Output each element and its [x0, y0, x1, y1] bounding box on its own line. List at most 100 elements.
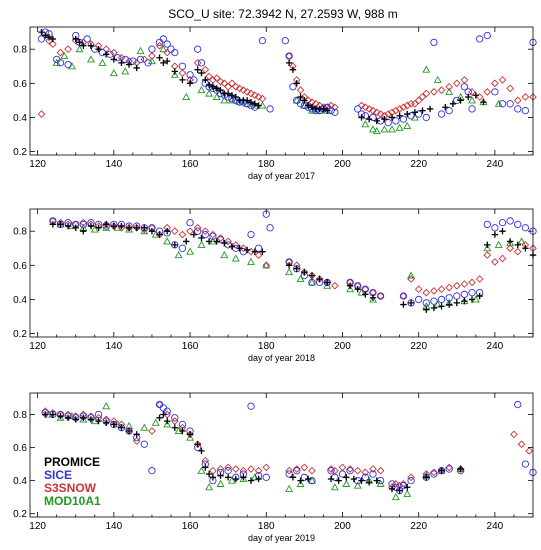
data-point-mod10a1	[220, 96, 229, 104]
data-point-sice	[186, 71, 194, 79]
data-point-sice	[148, 45, 156, 53]
series-mod10a1	[52, 45, 503, 135]
x-tick-label: 120	[29, 341, 46, 352]
x-tick-label: 120	[29, 159, 46, 170]
data-point-mod10a1	[220, 250, 229, 259]
data-point-sice	[289, 83, 297, 91]
data-point-promice	[244, 97, 251, 104]
data-point-promice	[461, 297, 468, 305]
data-point-promice	[259, 248, 266, 255]
data-point-promice	[228, 243, 236, 250]
data-point-promice	[285, 59, 293, 67]
data-point-s3snow	[331, 281, 339, 290]
data-point-promice	[49, 35, 57, 43]
series-sice	[37, 28, 537, 127]
data-point-promice	[346, 282, 354, 289]
legend-entry-sice: SICE	[44, 468, 72, 482]
data-point-s3snow	[331, 103, 339, 112]
y-tick-label: 0.4	[13, 113, 27, 124]
data-point-promice	[198, 69, 205, 77]
data-point-s3snow	[56, 48, 65, 57]
data-point-sice	[369, 470, 377, 478]
data-point-mod10a1	[422, 65, 431, 73]
data-point-promice	[404, 110, 411, 118]
data-point-mod10a1	[506, 239, 515, 247]
data-point-promice	[213, 238, 220, 245]
panel-2: 120 140 160 180 200 220 240 0.2 0.4 0.6 0.8 day of …	[13, 208, 537, 363]
data-point-promice	[358, 477, 365, 484]
data-point-sice	[171, 414, 179, 422]
data-point-sice	[258, 37, 267, 45]
data-point-promice	[468, 296, 476, 303]
data-point-promice	[209, 83, 217, 90]
data-point-promice	[472, 92, 480, 99]
data-point-promice	[76, 39, 83, 46]
data-point-promice	[465, 93, 472, 101]
data-point-promice	[205, 238, 213, 245]
data-point-mod10a1	[102, 223, 111, 231]
x-tick-label: 180	[258, 521, 275, 532]
data-point-promice	[335, 477, 342, 484]
data-point-sice	[476, 35, 484, 43]
data-point-s3snow	[220, 79, 229, 88]
data-point-promice	[301, 268, 308, 276]
data-point-s3snow	[506, 84, 514, 93]
data-point-s3snow	[452, 281, 461, 290]
data-point-sice	[194, 45, 202, 53]
data-point-sice	[247, 402, 255, 410]
data-point-s3snow	[513, 96, 522, 105]
data-point-mod10a1	[330, 483, 339, 491]
data-point-mod10a1	[342, 479, 351, 487]
data-point-promice	[491, 231, 499, 238]
data-point-sice	[491, 224, 499, 232]
data-point-promice	[125, 427, 133, 435]
data-point-promice	[95, 224, 102, 231]
y-tick-label: 0.8	[13, 410, 27, 421]
data-point-promice	[362, 291, 369, 298]
data-point-s3snow	[148, 427, 156, 435]
data-point-promice	[64, 222, 72, 230]
data-point-sice	[392, 117, 400, 125]
data-point-sice	[178, 420, 187, 429]
data-point-s3snow	[235, 84, 244, 93]
data-point-sice	[498, 100, 507, 108]
data-point-s3snow	[498, 254, 507, 263]
data-point-sice	[376, 292, 385, 300]
data-point-s3snow	[239, 86, 248, 94]
data-point-mod10a1	[235, 97, 244, 106]
data-point-promice	[293, 80, 300, 87]
data-point-promice	[388, 485, 396, 493]
series-s3snow	[37, 36, 537, 120]
data-point-promice	[484, 241, 491, 249]
data-point-promice	[449, 100, 457, 107]
data-point-sice	[498, 219, 507, 227]
data-point-promice	[80, 227, 87, 235]
data-point-promice	[110, 421, 118, 428]
data-point-s3snow	[140, 55, 149, 64]
data-point-promice	[324, 107, 331, 114]
data-point-s3snow	[64, 45, 72, 54]
data-point-s3snow	[414, 285, 423, 294]
data-point-s3snow	[247, 89, 255, 98]
x-axis-label: day of year 2018	[248, 353, 315, 363]
data-point-s3snow	[193, 59, 202, 67]
data-point-promice	[57, 412, 64, 420]
x-tick-label: 180	[258, 159, 275, 170]
data-point-sice	[430, 38, 438, 47]
data-point-promice	[133, 431, 140, 438]
data-point-s3snow	[513, 247, 522, 256]
data-point-sice	[155, 400, 164, 409]
data-point-s3snow	[224, 463, 232, 472]
data-point-sice	[327, 467, 335, 475]
data-point-promice	[255, 102, 262, 109]
data-point-promice	[365, 115, 373, 123]
data-point-promice	[110, 222, 118, 230]
data-point-promice	[445, 301, 453, 308]
data-point-s3snow	[296, 86, 305, 94]
data-point-sice	[422, 113, 430, 122]
data-point-s3snow	[258, 94, 267, 103]
data-point-promice	[297, 93, 304, 101]
data-point-promice	[236, 245, 243, 252]
data-point-s3snow	[338, 463, 347, 472]
